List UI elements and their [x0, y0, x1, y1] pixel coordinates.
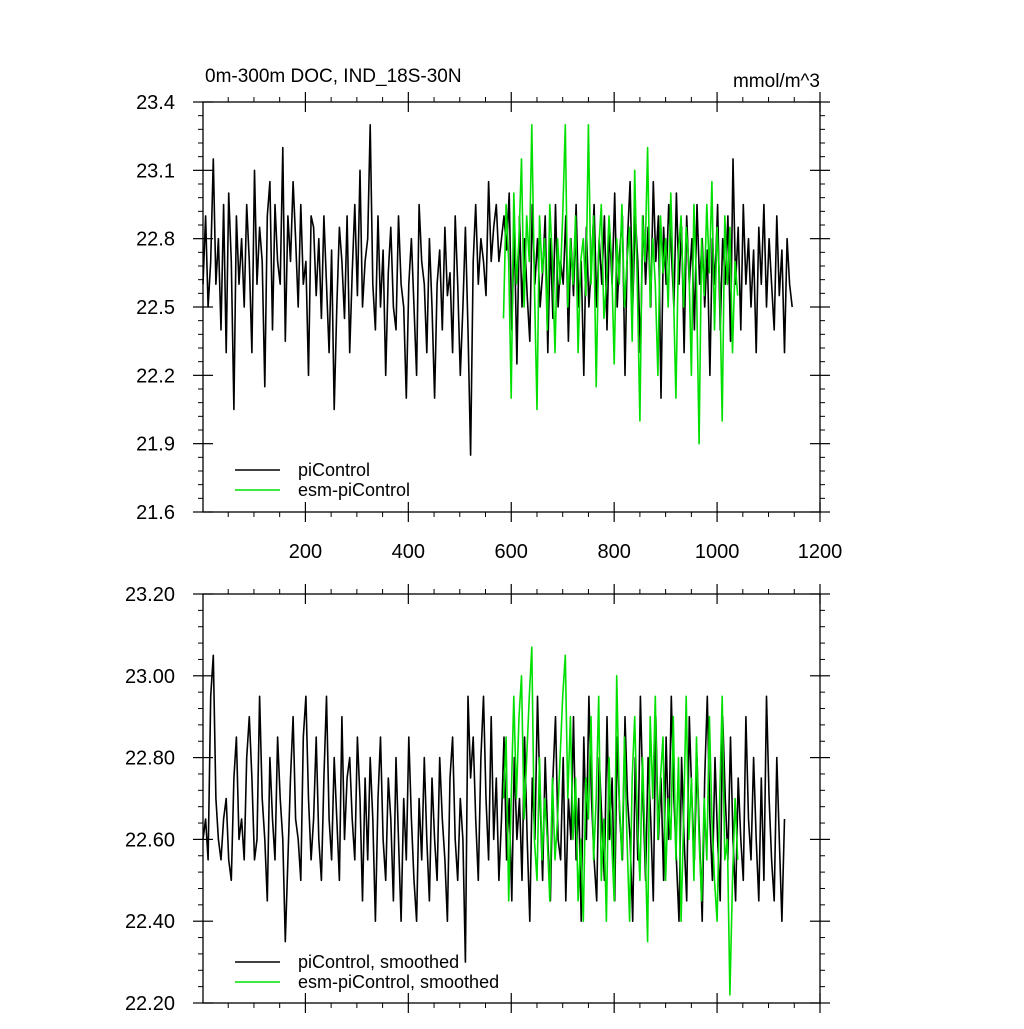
y-tick-label: 22.80 — [125, 748, 175, 770]
y-tick-label: 22.5 — [136, 297, 175, 319]
y-tick-label: 22.20 — [125, 993, 175, 1015]
legend-label: piControl, smoothed — [298, 952, 459, 972]
y-tick-label: 23.00 — [125, 666, 175, 688]
series-line-esm-picontrol — [504, 647, 738, 995]
series-layer — [203, 647, 785, 995]
y-tick-label: 23.20 — [125, 584, 175, 606]
x-tick-label: 400 — [392, 541, 425, 563]
legend-label: piControl — [298, 460, 370, 480]
panel-title: 0m-300m DOC, IND_18S-30N — [205, 66, 462, 87]
units-label: mmol/m^3 — [733, 71, 820, 92]
x-tick-label: 1200 — [798, 541, 843, 563]
series-layer — [203, 125, 792, 455]
x-tick-label: 200 — [289, 541, 322, 563]
x-tick-label: 800 — [597, 541, 630, 563]
y-tick-label: 22.60 — [125, 829, 175, 851]
panel-top: 0m-300m DOC, IND_18S-30N mmol/m^3 21.621… — [136, 66, 842, 563]
y-tick-label: 21.9 — [136, 434, 175, 456]
y-tick-label: 23.4 — [136, 92, 175, 114]
y-tick-label: 21.6 — [136, 502, 175, 524]
series-line-esm-picontrol — [504, 125, 738, 444]
series-line-picontrol — [203, 655, 785, 962]
y-tick-label: 23.1 — [136, 160, 175, 182]
legend-label: esm-piControl, smoothed — [298, 972, 499, 992]
panel-bottom: 22.20 22.40 22.60 22.80 23.00 23.20 piControl… — [125, 584, 830, 1015]
ticks-layer: 21.6 21.9 22.2 22.5 22.8 23.1 23.4 200 400 600 800… — [136, 92, 842, 563]
y-tick-label: 22.8 — [136, 229, 175, 251]
x-tick-label: 600 — [495, 541, 528, 563]
x-tick-label: 1000 — [695, 541, 740, 563]
y-tick-label: 22.2 — [136, 365, 175, 387]
legend-label: esm-piControl — [298, 480, 410, 500]
y-tick-label: 22.40 — [125, 911, 175, 933]
